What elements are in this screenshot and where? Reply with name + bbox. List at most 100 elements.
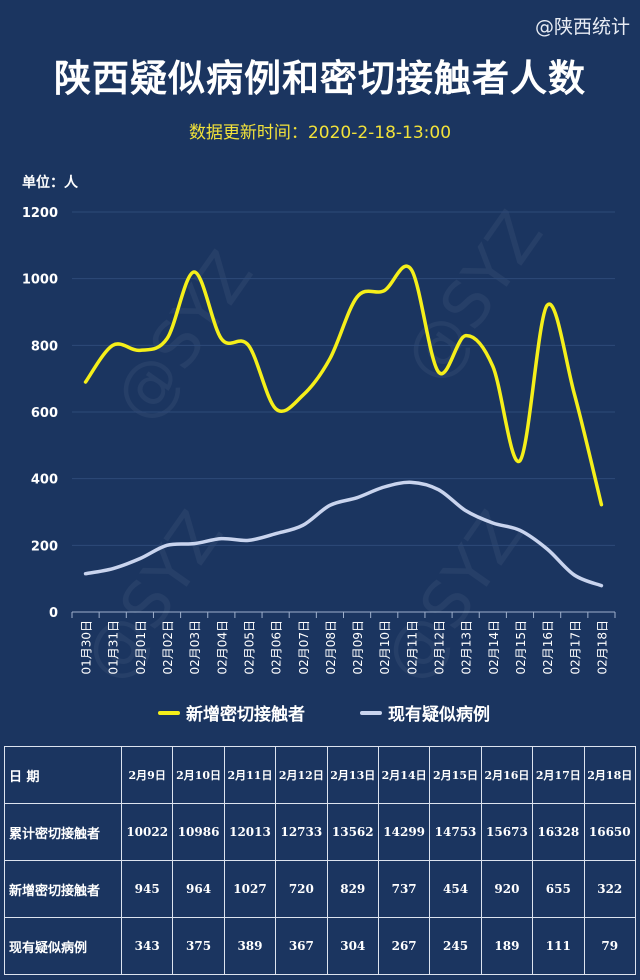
- legend-swatch-suspected: [360, 710, 382, 715]
- data-point: [138, 349, 141, 352]
- data-point: [600, 584, 603, 587]
- table-cell: 189: [480, 917, 534, 975]
- table-cell: 920: [480, 860, 534, 918]
- table-cell: 945: [120, 860, 174, 918]
- table-date: 2月12日: [275, 746, 328, 804]
- data-point: [193, 271, 196, 274]
- data-point: [491, 365, 494, 368]
- x-tick-label: 02月10日: [378, 620, 392, 675]
- x-tick-label: 02月08日: [324, 620, 338, 675]
- source-label: @陕西统计: [534, 16, 630, 38]
- table-row: 现有疑似病例 343 375 389 367 304 267 245 189 1…: [4, 917, 637, 975]
- table-date: 2月11日: [223, 746, 277, 804]
- table-cell: 720: [275, 860, 328, 918]
- table-date: 2月9日: [120, 746, 174, 804]
- table-cell: 14299: [377, 803, 431, 861]
- x-tick-label: 02月12日: [433, 620, 447, 675]
- table-date: 2月14日: [377, 746, 431, 804]
- data-point: [301, 524, 304, 527]
- table-cell: 245: [429, 917, 482, 975]
- table-cell: 454: [429, 860, 482, 918]
- data-point: [573, 574, 576, 577]
- chart-legend: 新增密切接触者 现有疑似病例: [0, 700, 640, 728]
- y-tick-label: 200: [31, 539, 58, 554]
- data-point: [111, 344, 114, 347]
- data-point: [356, 496, 359, 499]
- table-cell: 389: [223, 917, 277, 975]
- page-title: 陕西疑似病例和密切接触者人数: [54, 57, 586, 100]
- series-line-0: [83, 264, 604, 507]
- y-tick-label: 600: [31, 406, 58, 421]
- data-table: 日 期 2月9日 2月10日 2月11日 2月12日 2月13日 2月14日 2…: [4, 746, 637, 975]
- data-point: [84, 572, 87, 575]
- data-point: [166, 544, 169, 547]
- data-point: [518, 459, 521, 462]
- x-tick-label: 02月18日: [595, 620, 609, 675]
- table-cell: 12733: [275, 803, 328, 861]
- data-point: [247, 539, 250, 542]
- x-tick-label: 02月13日: [460, 620, 474, 675]
- data-point: [274, 532, 277, 535]
- data-point: [328, 357, 331, 360]
- data-point: [410, 481, 413, 484]
- table-date: 2月10日: [172, 746, 225, 804]
- data-point: [166, 337, 169, 340]
- x-tick-label: 02月03日: [188, 620, 202, 675]
- data-point: [138, 557, 141, 560]
- table-date: 2月15日: [429, 746, 482, 804]
- data-point: [328, 504, 331, 507]
- data-point: [410, 268, 413, 271]
- y-tick-label: 1200: [22, 206, 58, 221]
- data-point: [437, 488, 440, 491]
- table-row-label: 现有疑似病例: [4, 917, 122, 975]
- table-cell: 111: [532, 917, 585, 975]
- table-date: 2月18日: [583, 746, 637, 804]
- data-point: [546, 548, 549, 551]
- data-point: [274, 407, 277, 410]
- x-tick-label: 02月04日: [215, 620, 229, 675]
- table-date: 2月13日: [326, 746, 379, 804]
- table-row-label: 累计密切接触者: [4, 803, 122, 861]
- legend-item-contacts: 新增密切接触者: [158, 700, 305, 725]
- data-point: [437, 371, 440, 374]
- table-cell: 267: [377, 917, 431, 975]
- table-row: 累计密切接触者 10022 10986 12013 12733 13562 14…: [4, 803, 637, 861]
- x-tick-label: 02月16日: [541, 620, 555, 675]
- x-tick-label: 02月09日: [351, 620, 365, 675]
- table-header-row: 日 期 2月9日 2月10日 2月11日 2月12日 2月13日 2月14日 2…: [4, 746, 637, 804]
- table-cell: 15673: [480, 803, 534, 861]
- legend-swatch-contacts: [158, 710, 180, 715]
- x-tick-label: 02月06日: [270, 620, 284, 675]
- legend-item-suspected: 现有疑似病例: [360, 700, 490, 725]
- series-line-1: [83, 480, 604, 588]
- x-tick-label: 02月01日: [134, 620, 148, 675]
- y-tick-label: 1000: [22, 273, 58, 288]
- table-row: 新增密切接触者 945 964 1027 720 829 737 454 920…: [4, 860, 637, 918]
- legend-label-contacts: 新增密切接触者: [186, 705, 305, 725]
- data-point: [220, 537, 223, 540]
- table-cell: 16328: [532, 803, 585, 861]
- table-cell: 12013: [223, 803, 277, 861]
- data-point: [573, 392, 576, 395]
- data-point: [193, 542, 196, 545]
- x-tick-label: 02月07日: [297, 620, 311, 675]
- legend-label-suspected: 现有疑似病例: [388, 705, 490, 725]
- table-row-label: 新增密切接触者: [4, 860, 122, 918]
- data-point: [84, 381, 87, 384]
- table-date: 2月17日: [532, 746, 585, 804]
- y-tick-label: 800: [31, 339, 58, 354]
- y-tick-label: 400: [31, 473, 58, 488]
- table-cell: 14753: [429, 803, 482, 861]
- data-point: [220, 337, 223, 340]
- table-cell: 964: [172, 860, 225, 918]
- table-cell: 322: [583, 860, 637, 918]
- table-cell: 10022: [120, 803, 174, 861]
- data-point: [491, 522, 494, 525]
- data-point: [464, 334, 467, 337]
- data-point: [247, 344, 250, 347]
- update-time: 数据更新时间：2020-2-18-13:00: [188, 123, 452, 143]
- table-cell: 304: [326, 917, 379, 975]
- table-cell: 655: [532, 860, 585, 918]
- x-tick-label: 02月02日: [161, 620, 175, 675]
- unit-label: 单位：人: [22, 175, 78, 191]
